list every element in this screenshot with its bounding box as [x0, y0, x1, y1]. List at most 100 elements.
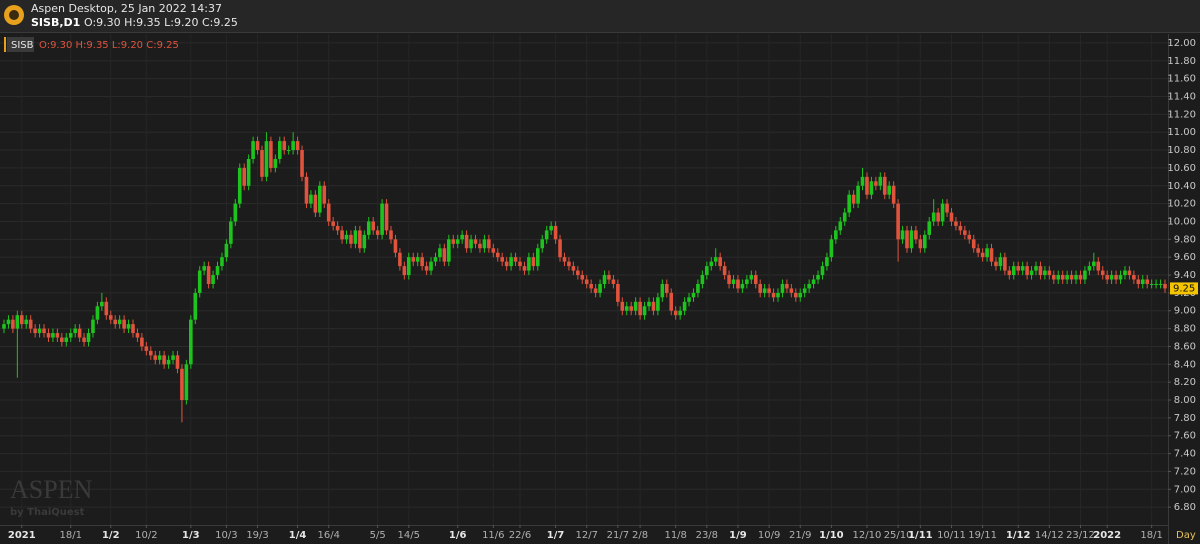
- candle-body: [820, 266, 825, 276]
- candle-body: [411, 257, 416, 262]
- candle-body: [1096, 261, 1101, 271]
- candle-body: [762, 288, 767, 293]
- candle-body: [180, 368, 184, 401]
- candle-body: [660, 283, 665, 298]
- candle-body: [19, 315, 24, 325]
- candle-body: [1038, 266, 1043, 276]
- x-tick-label: 21/7: [607, 530, 629, 541]
- y-tick-label: 9.00: [1174, 306, 1196, 317]
- candle-body: [148, 350, 153, 356]
- x-tick-label: 5/5: [370, 530, 386, 541]
- x-tick-label: 14/5: [398, 530, 420, 541]
- candle-body: [451, 239, 456, 244]
- candle-body: [500, 257, 505, 262]
- candle-body: [1069, 275, 1074, 280]
- candle-body: [851, 194, 856, 204]
- candle-body: [171, 355, 175, 360]
- candle-body: [398, 252, 402, 267]
- candle-body: [11, 319, 15, 329]
- candle-body: [42, 328, 46, 334]
- candle-body: [1123, 270, 1127, 276]
- x-tick-label: 1/12: [1006, 530, 1031, 541]
- candle-body: [802, 288, 807, 293]
- candle-body: [798, 292, 803, 298]
- candle-body: [286, 150, 291, 152]
- candle-body: [527, 257, 531, 271]
- legend-symbol-box[interactable]: [7, 37, 34, 52]
- y-tick-label: 10.60: [1167, 163, 1196, 174]
- y-tick-label: 9.80: [1174, 234, 1196, 245]
- candle-body: [940, 203, 945, 222]
- candle-body: [874, 181, 878, 186]
- x-tick-label: 2/8: [632, 530, 648, 541]
- candle-body: [358, 230, 362, 249]
- candle-body: [429, 261, 433, 271]
- y-tick-label: 9.60: [1174, 252, 1196, 263]
- candle-body: [722, 266, 727, 276]
- x-tick-label: 2022: [1093, 530, 1121, 541]
- candle-body: [55, 333, 60, 338]
- candle-body: [713, 257, 718, 262]
- candle-body: [656, 297, 660, 311]
- candle-body: [607, 275, 611, 280]
- candle-body: [522, 266, 527, 271]
- y-tick-label: 6.80: [1174, 502, 1196, 513]
- candle-body: [282, 141, 287, 151]
- x-tick-label: 1/4: [289, 530, 307, 541]
- y-tick-label: 10.00: [1167, 216, 1196, 227]
- candle-body: [669, 292, 674, 311]
- candle-body: [460, 234, 464, 240]
- candle-body: [571, 266, 576, 271]
- candle-body: [673, 310, 678, 316]
- x-tick-label: 1/9: [729, 530, 747, 541]
- candle-body: [220, 257, 224, 267]
- y-tick-label: 12.00: [1167, 38, 1196, 49]
- candle-body: [504, 261, 509, 267]
- candle-body: [487, 239, 491, 249]
- candle-body: [949, 212, 954, 222]
- watermark-by: by ThaiQuest: [10, 507, 85, 518]
- candle-body: [789, 288, 794, 293]
- candle-body: [985, 248, 989, 258]
- candle-body: [651, 301, 656, 311]
- candle-body: [73, 328, 77, 334]
- candle-body: [473, 239, 478, 244]
- candle-body: [856, 185, 860, 204]
- y-tick-label: 7.60: [1174, 431, 1196, 442]
- candle-body: [838, 221, 843, 231]
- candle-body: [1132, 275, 1136, 280]
- candle-body: [349, 234, 353, 244]
- candle-body: [1034, 266, 1038, 271]
- candle-body: [1016, 266, 1021, 271]
- candle-body: [1149, 283, 1154, 285]
- candle-body: [967, 234, 972, 240]
- candle-body: [251, 141, 255, 159]
- y-tick-label: 10.20: [1167, 199, 1196, 210]
- candle-body: [229, 221, 233, 244]
- candle-body: [616, 283, 620, 302]
- candle-body: [1140, 279, 1145, 284]
- candle-body: [442, 248, 447, 262]
- candle-body: [420, 257, 424, 267]
- candle-body: [478, 243, 482, 249]
- candle-body: [1154, 283, 1158, 285]
- candle-body: [687, 297, 691, 302]
- candle-body: [1020, 266, 1025, 271]
- x-tick-label: 10/9: [758, 530, 780, 541]
- y-tick-label: 7.20: [1174, 466, 1196, 477]
- candle-body: [678, 310, 682, 316]
- candle-body: [936, 212, 940, 222]
- candle-body: [736, 279, 740, 289]
- candle-body: [380, 203, 384, 235]
- y-tick-label: 7.00: [1174, 484, 1196, 495]
- candle-body: [237, 167, 242, 204]
- x-tick-label: 10/11: [937, 530, 966, 541]
- candle-body: [184, 364, 189, 401]
- candle-body: [584, 279, 589, 284]
- candle-body: [82, 337, 86, 342]
- candle-body: [233, 203, 238, 222]
- candle-body: [157, 355, 162, 360]
- candle-body: [749, 275, 754, 280]
- candle-body: [869, 181, 874, 195]
- candle-body: [976, 248, 980, 253]
